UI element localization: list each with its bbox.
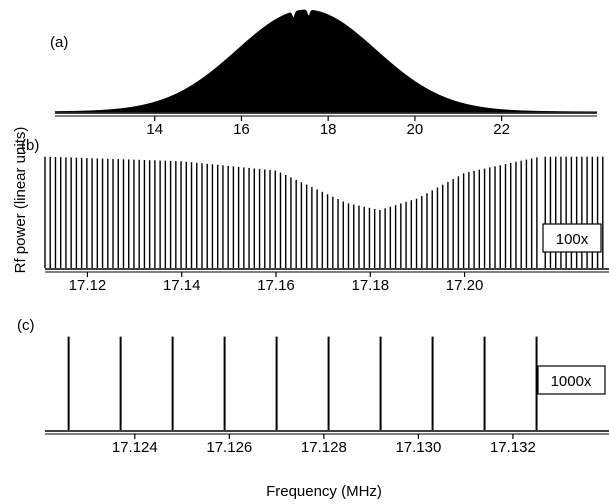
- panel-b-comb: [44, 156, 604, 268]
- chart_data-1-tick-label: 17.14: [163, 277, 201, 294]
- chart_data-1-tick-label: 17.12: [69, 277, 107, 294]
- chart_data-0-tick-label: 14: [146, 121, 163, 138]
- x-axis-title: Frequency (MHz): [266, 483, 382, 500]
- panel-b-scale-box: [542, 223, 602, 253]
- panel-a-envelope-area: [54, 9, 598, 113]
- panel-c: (c) 17.124 17.126 17.128 17.130 17.132 1000x: [17, 317, 609, 456]
- chart_data-2-tick-label: 17.128: [301, 439, 347, 456]
- panel-c-scale-label: 1000x: [551, 373, 592, 390]
- panel-c-scale-box: [537, 365, 606, 395]
- panel-c-label: (c): [17, 317, 35, 334]
- chart_data-0-tick-label: 20: [407, 121, 424, 138]
- panel-a: (a) 14 16 18 20 22: [50, 9, 598, 138]
- chart_data-1-tick-label: 17.16: [257, 277, 295, 294]
- panel-a-ticks: 14 16 18 20 22: [146, 116, 510, 138]
- chart_data-2-tick-label: 17.124: [112, 439, 158, 456]
- panel-a-spectrum: [54, 9, 598, 113]
- panel-a-label: (a): [50, 34, 68, 51]
- panel-c-ticks: 17.124 17.126 17.128 17.130 17.132: [112, 434, 536, 456]
- chart_data-2-tick-label: 17.126: [206, 439, 252, 456]
- chart_data-1-tick-label: 17.20: [446, 277, 484, 294]
- panel-c-lines: [67, 336, 538, 430]
- chart_data-0-tick-label: 18: [320, 121, 337, 138]
- chart_data-0-tick-label: 16: [233, 121, 250, 138]
- panel-b-scale-label: 100x: [556, 231, 589, 248]
- panel-b-label: (b): [21, 137, 39, 154]
- panel-b: (b) 17.12 17.14 17.16 17.18 17.20 100x: [21, 137, 609, 294]
- chart_data-0-tick-label: 22: [493, 121, 510, 138]
- y-axis-title: Rf power (linear units): [12, 127, 29, 274]
- chart_data-2-tick-label: 17.132: [490, 439, 536, 456]
- chart_data-2-tick-label: 17.130: [395, 439, 441, 456]
- panel-b-ticks: 17.12 17.14 17.16 17.18 17.20: [69, 272, 484, 294]
- chart_data-1-tick-label: 17.18: [352, 277, 390, 294]
